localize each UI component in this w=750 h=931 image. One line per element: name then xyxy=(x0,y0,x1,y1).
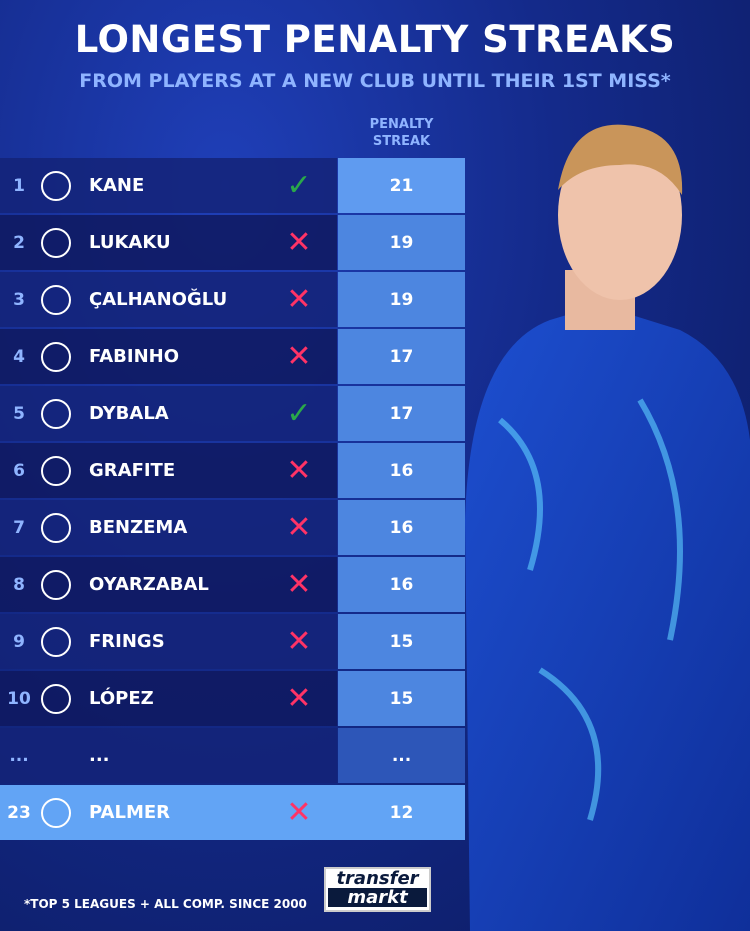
player-name: ÇALHANOĞLU xyxy=(89,289,228,310)
player-name: PALMER xyxy=(89,802,171,823)
column-header: PENALTY STREAK xyxy=(338,116,465,150)
table-row: 2 LUKAKU ✕ 19 xyxy=(0,215,465,270)
club-crest-icon xyxy=(41,455,71,486)
rank: 1 xyxy=(13,175,25,196)
cross-icon: ✕ xyxy=(286,510,312,545)
rank: 23 xyxy=(7,802,31,823)
cross-icon: ✕ xyxy=(286,567,312,602)
player-name: GRAFITE xyxy=(89,460,176,481)
streak-value: 15 xyxy=(338,614,465,669)
club-crest-icon xyxy=(41,284,71,315)
table-row: 5 DYBALA ✓ 17 xyxy=(0,386,465,441)
column-header-line: STREAK xyxy=(372,134,431,149)
player-name: KANE xyxy=(89,175,145,196)
rank: 7 xyxy=(13,517,25,538)
streak-table: 1 KANE ✓ 21 2 LUKAKU ✕ 19 3 ÇALHANOĞLU ✕ 19… xyxy=(0,158,465,842)
rank: 10 xyxy=(7,688,31,709)
club-crest-icon xyxy=(41,341,71,372)
table-row: 6 GRAFITE ✕ 16 xyxy=(0,443,465,498)
page-subtitle: FROM PLAYERS AT A NEW CLUB UNTIL THEIR 1… xyxy=(79,70,671,92)
streak-value: 16 xyxy=(338,443,465,498)
footnote: *TOP 5 LEAGUES + ALL COMP. SINCE 2000 xyxy=(24,897,307,911)
cross-icon: ✕ xyxy=(286,624,312,659)
streak-value: 19 xyxy=(338,215,465,270)
club-crest-icon xyxy=(41,512,71,543)
club-crest-icon xyxy=(41,398,71,429)
club-crest-icon xyxy=(41,227,71,258)
streak-value: 15 xyxy=(338,671,465,726)
player-name: DYBALA xyxy=(89,403,169,424)
streak-value: 19 xyxy=(338,272,465,327)
row-background xyxy=(0,728,337,783)
player-name: LÓPEZ xyxy=(89,688,154,709)
streak-value: 17 xyxy=(338,386,465,441)
cross-icon: ✕ xyxy=(286,453,312,488)
rank: 3 xyxy=(13,289,25,310)
logo-line: markt xyxy=(328,888,427,907)
player-name: LUKAKU xyxy=(89,232,171,253)
table-row: 10 LÓPEZ ✕ 15 xyxy=(0,671,465,726)
rank: 9 xyxy=(13,631,25,652)
table-row: 1 KANE ✓ 21 xyxy=(0,158,465,213)
table-row: 7 BENZEMA ✕ 16 xyxy=(0,500,465,555)
column-header-line: PENALTY xyxy=(369,117,434,132)
club-crest-icon xyxy=(41,170,71,201)
club-crest-icon xyxy=(41,797,71,828)
streak-value: 17 xyxy=(338,329,465,384)
logo-line: transfer xyxy=(336,868,419,889)
cross-icon: ✕ xyxy=(286,225,312,260)
rank: 4 xyxy=(13,346,25,367)
streak-value: 16 xyxy=(338,557,465,612)
club-crest-icon xyxy=(41,626,71,657)
streak-value: 21 xyxy=(338,158,465,213)
table-row: 9 FRINGS ✕ 15 xyxy=(0,614,465,669)
page-title: LONGEST PENALTY STREAKS xyxy=(74,18,676,61)
player-name: OYARZABAL xyxy=(89,574,209,595)
player-name: BENZEMA xyxy=(89,517,188,538)
table-row: ... ... ... xyxy=(0,728,465,783)
streak-value: 16 xyxy=(338,500,465,555)
check-icon: ✓ xyxy=(286,396,312,431)
table-row: 8 OYARZABAL ✕ 16 xyxy=(0,557,465,612)
rank: 6 xyxy=(13,460,25,481)
rank: 2 xyxy=(13,232,25,253)
player-name: ... xyxy=(89,745,110,766)
transfermarkt-logo: transfer markt xyxy=(324,867,431,912)
table-row: 23 PALMER ✕ 12 xyxy=(0,785,465,840)
rank: 8 xyxy=(13,574,25,595)
cross-icon: ✕ xyxy=(286,339,312,374)
streak-value: ... xyxy=(338,728,465,783)
check-icon: ✓ xyxy=(286,168,312,203)
cross-icon: ✕ xyxy=(286,681,312,716)
club-crest-icon xyxy=(41,569,71,600)
cross-icon: ✕ xyxy=(286,795,312,830)
cross-icon: ✕ xyxy=(286,282,312,317)
club-crest-icon xyxy=(41,683,71,714)
table-row: 3 ÇALHANOĞLU ✕ 19 xyxy=(0,272,465,327)
streak-value: 12 xyxy=(338,785,465,840)
player-photo xyxy=(465,124,750,931)
rank: ... xyxy=(9,745,29,766)
player-name: FRINGS xyxy=(89,631,165,652)
player-name: FABINHO xyxy=(89,346,180,367)
table-row: 4 FABINHO ✕ 17 xyxy=(0,329,465,384)
rank: 5 xyxy=(13,403,25,424)
